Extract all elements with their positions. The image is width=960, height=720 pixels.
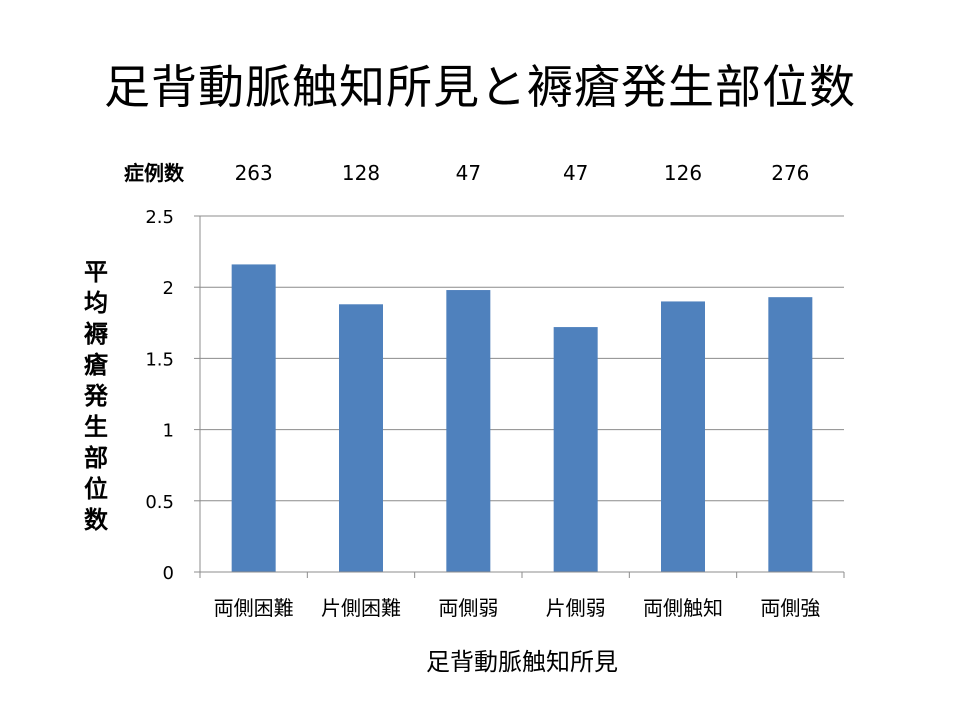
bar — [661, 301, 705, 572]
y-axis-title-char: 数 — [84, 506, 109, 534]
slide-title: 足背動脈触知所見と褥瘡発生部位数 — [104, 60, 856, 114]
x-tick-label: 片側弱 — [546, 596, 606, 620]
y-tick-label: 1.5 — [145, 349, 174, 370]
x-tick-label: 片側困難 — [321, 596, 401, 620]
axes — [194, 215, 845, 578]
y-axis-title-char: 発 — [83, 382, 109, 410]
y-axis-title-char: 褥 — [83, 320, 109, 348]
x-tick-label: 両側弱 — [438, 596, 498, 620]
bar — [339, 304, 383, 572]
case-count-label: 症例数 — [124, 161, 185, 185]
y-tick-label: 2.5 — [145, 207, 174, 228]
case-count-value: 263 — [235, 161, 273, 185]
case-count-value: 276 — [771, 161, 809, 185]
y-axis-title-char: 均 — [84, 289, 108, 317]
case-count-value: 47 — [456, 161, 481, 185]
bar — [231, 264, 276, 572]
case-count-value: 128 — [342, 161, 380, 185]
x-tick-label: 両側触知 — [643, 596, 723, 620]
x-tick-label: 両側困難 — [214, 596, 294, 620]
y-axis-title-char: 瘡 — [84, 351, 109, 379]
chart-labels: 0 0.5 1 1.5 2 2.5 両側困難 263 片側困難 128 両側弱 47 片側弱 47 両側触知… — [83, 161, 820, 676]
bars — [231, 264, 813, 572]
bar — [768, 297, 813, 572]
case-count-value: 126 — [664, 161, 702, 185]
y-tick-label: 0 — [163, 563, 174, 584]
y-tick-label: 2 — [163, 278, 174, 299]
y-axis-title-char: 部 — [84, 444, 108, 472]
y-tick-label: 0.5 — [145, 492, 174, 513]
y-tick-label: 1 — [163, 421, 174, 442]
y-axis-title-char: 生 — [84, 413, 108, 441]
grid-lines — [200, 215, 844, 502]
bar — [446, 290, 491, 572]
x-axis-title: 足背動脈触知所見 — [426, 648, 618, 676]
x-tick-label: 両側強 — [760, 596, 820, 620]
bar — [553, 327, 598, 572]
y-axis-title-char: 位 — [84, 475, 108, 503]
y-axis-title: 平均褥瘡発生部位数 — [83, 258, 109, 534]
y-axis-title-char: 平 — [84, 258, 108, 286]
case-count-value: 47 — [563, 161, 588, 185]
